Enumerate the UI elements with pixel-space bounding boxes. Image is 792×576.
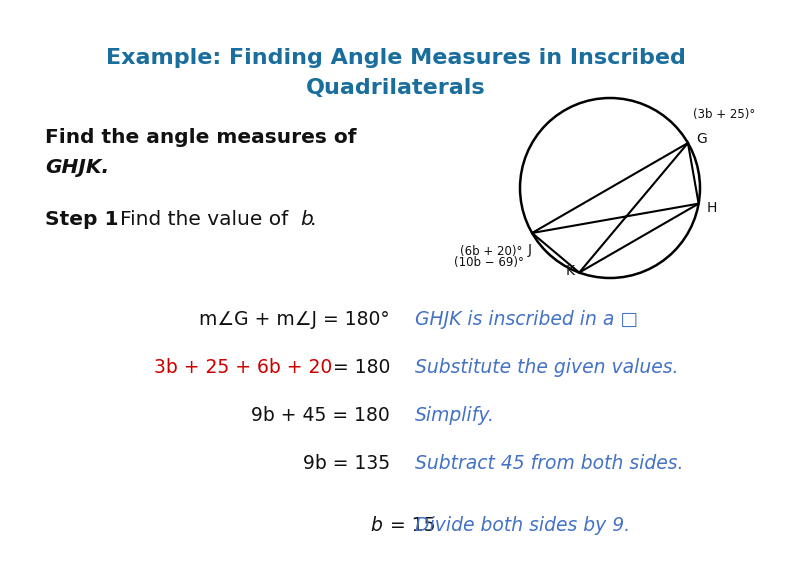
Text: Subtract 45 from both sides.: Subtract 45 from both sides. [415,454,683,473]
Text: Divide both sides by 9.: Divide both sides by 9. [415,516,630,535]
Text: Substitute the given values.: Substitute the given values. [415,358,679,377]
Text: b: b [300,210,313,229]
Text: 3b + 25 + 6b + 20: 3b + 25 + 6b + 20 [154,358,332,377]
Text: Quadrilaterals: Quadrilaterals [307,78,485,98]
Text: G: G [696,132,706,146]
Text: GHJK is inscribed in a □: GHJK is inscribed in a □ [415,310,638,329]
Text: (3b + 25)°: (3b + 25)° [693,108,756,121]
Text: 9b + 45 = 180: 9b + 45 = 180 [251,406,390,425]
Text: 9b = 135: 9b = 135 [303,454,390,473]
Text: (6b + 20)°: (6b + 20)° [459,245,522,258]
Text: Simplify.: Simplify. [415,406,495,425]
Text: Find the value of: Find the value of [120,210,295,229]
Text: m∠G + m∠J = 180°: m∠G + m∠J = 180° [200,310,390,329]
Text: = 180: = 180 [326,358,390,377]
Text: J: J [528,243,532,257]
Text: K: K [565,264,574,278]
Text: b: b [370,516,382,535]
Text: = 15: = 15 [384,516,436,535]
Text: Find the angle measures of: Find the angle measures of [45,128,356,147]
Text: GHJK.: GHJK. [45,158,109,177]
Text: .: . [310,210,316,229]
Text: Example: Finding Angle Measures in Inscribed: Example: Finding Angle Measures in Inscr… [106,48,686,68]
Text: H: H [706,200,717,215]
Text: Step 1: Step 1 [45,210,119,229]
Text: (10b − 69)°: (10b − 69)° [455,256,524,269]
